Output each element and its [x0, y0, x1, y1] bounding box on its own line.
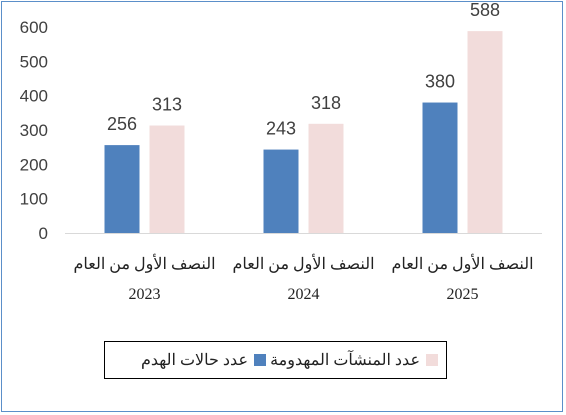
- y-tick-label: 100: [20, 190, 48, 209]
- x-tick-label-year: 2024: [288, 286, 320, 303]
- bar-demolitions: [104, 145, 140, 233]
- bar-buildings: [149, 125, 185, 233]
- y-tick-label: 600: [20, 18, 48, 37]
- legend-label-buildings: عدد المنشآت المهدومة: [270, 352, 420, 369]
- x-tick-label-year: 2025: [447, 286, 479, 303]
- legend: عدد حالات الهدم عدد المنشآت المهدومة: [104, 341, 447, 379]
- y-tick-label: 300: [20, 121, 48, 140]
- bars-group: [104, 31, 503, 234]
- data-label: 380: [425, 72, 455, 92]
- data-labels-group: 256 313 243 318 380 588: [107, 0, 500, 138]
- bar-buildings: [308, 123, 344, 233]
- bar-buildings: [467, 31, 503, 234]
- legend-swatch-demolitions: [254, 354, 266, 366]
- x-tick-label-year: 2023: [129, 286, 161, 303]
- x-tick-label-period: النصف الأول من العام: [391, 254, 533, 273]
- y-tick-label: 400: [20, 87, 48, 106]
- data-label: 256: [107, 114, 137, 134]
- legend-item-demolitions: عدد حالات الهدم: [141, 350, 266, 370]
- bar-chart: 0 100 200 300 400 500 600 256 313 243 318 380 588 ا…: [20, 0, 542, 303]
- x-tick-label-period: النصف الأول من العام: [73, 254, 215, 273]
- data-label: 588: [470, 0, 500, 20]
- legend-label-demolitions: عدد حالات الهدم: [140, 352, 248, 369]
- x-tick-label-period: النصف الأول من العام: [232, 254, 374, 273]
- legend-item-buildings: عدد المنشآت المهدومة: [270, 350, 438, 370]
- y-tick-label: 0: [39, 224, 48, 243]
- x-axis: النصف الأول من العام 2023 النصف الأول من ا…: [73, 254, 533, 303]
- legend-swatch-buildings: [426, 354, 438, 366]
- bar-demolitions: [422, 102, 458, 234]
- data-label: 318: [311, 93, 341, 113]
- bar-demolitions: [263, 149, 299, 233]
- data-label: 313: [152, 95, 182, 115]
- y-tick-label: 500: [20, 52, 48, 71]
- data-label: 243: [266, 119, 296, 139]
- y-axis: 0 100 200 300 400 500 600: [20, 18, 48, 243]
- y-tick-label: 200: [20, 155, 48, 174]
